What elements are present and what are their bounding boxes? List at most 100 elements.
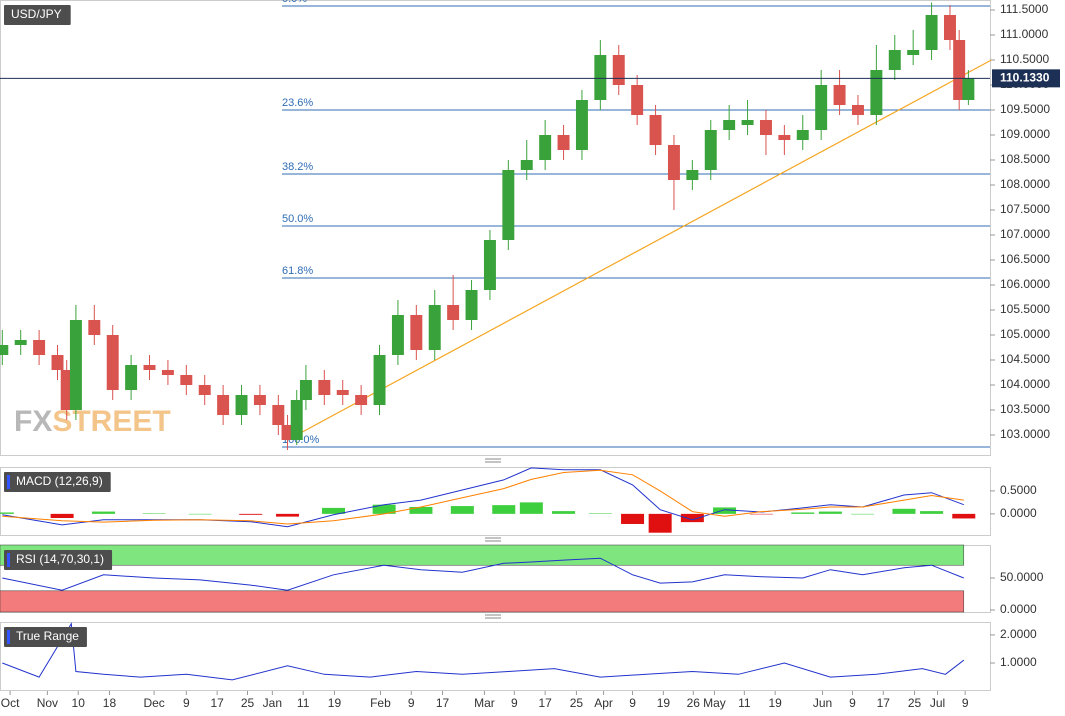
y-tick-label: 109.0000 bbox=[1000, 127, 1050, 141]
fib-label: 50.0% bbox=[282, 213, 313, 225]
candle-body bbox=[465, 290, 478, 320]
candle-body bbox=[14, 340, 27, 345]
panel-title: True Range bbox=[16, 629, 79, 643]
candle-body bbox=[410, 315, 423, 350]
candle-body bbox=[428, 305, 441, 350]
x-tick-label: Feb bbox=[370, 696, 391, 710]
panel-title-box bbox=[4, 5, 71, 25]
y-tick-label: 0.5000 bbox=[1000, 483, 1037, 497]
histogram-bar bbox=[952, 513, 976, 519]
x-tick-label: 9 bbox=[849, 696, 856, 710]
x-tick-label: 10 bbox=[72, 696, 86, 710]
candle-body bbox=[520, 160, 533, 170]
candle-body bbox=[594, 55, 607, 100]
candle-body bbox=[612, 55, 625, 85]
histogram-bar bbox=[749, 513, 773, 515]
y-tick-label: 0.0000 bbox=[1000, 506, 1037, 520]
panel-title-marker bbox=[7, 630, 10, 644]
histogram-bar bbox=[92, 511, 116, 514]
x-tick-label: Jun bbox=[813, 696, 832, 710]
line-series bbox=[2, 557, 964, 591]
candle-body bbox=[0, 345, 9, 355]
candle-body bbox=[161, 370, 174, 375]
candle-body bbox=[281, 425, 294, 440]
candle-body bbox=[299, 380, 312, 400]
histogram-bar bbox=[372, 504, 396, 514]
panel-title-marker bbox=[7, 553, 10, 567]
panel-title-marker bbox=[7, 475, 10, 489]
y-tick-label: 103.5000 bbox=[1000, 402, 1050, 416]
y-tick-label: 104.0000 bbox=[1000, 377, 1050, 391]
histogram-bar bbox=[0, 512, 14, 514]
panel-frame bbox=[0, 622, 991, 691]
candle-body bbox=[290, 400, 303, 440]
y-tick-label: 106.5000 bbox=[1000, 252, 1050, 266]
x-tick-label: 9 bbox=[511, 696, 518, 710]
y-tick-label: 107.5000 bbox=[1000, 202, 1050, 216]
x-tick-label: 17 bbox=[877, 696, 891, 710]
candle-body bbox=[198, 385, 211, 395]
candle-body bbox=[815, 85, 828, 130]
candle-body bbox=[60, 370, 73, 410]
candle-body bbox=[483, 240, 496, 290]
panel-title: USD/JPY bbox=[11, 7, 62, 21]
x-tick-label: 11 bbox=[738, 696, 751, 710]
candle-body bbox=[870, 70, 883, 115]
x-tick-label: Jan bbox=[263, 696, 282, 710]
x-tick-label: Jul bbox=[930, 696, 945, 710]
line-series bbox=[2, 467, 964, 528]
x-tick-label: Nov bbox=[37, 696, 58, 710]
candle-body bbox=[106, 335, 119, 390]
candle-body bbox=[336, 390, 349, 395]
candle-body bbox=[759, 120, 772, 135]
y-tick-label: 50.0000 bbox=[1000, 570, 1044, 584]
y-tick-label: 105.5000 bbox=[1000, 302, 1050, 316]
candle-body bbox=[723, 120, 736, 130]
histogram-bar bbox=[188, 513, 212, 515]
x-tick-label: 19 bbox=[657, 696, 671, 710]
candle-body bbox=[69, 320, 82, 410]
candle-body bbox=[851, 105, 864, 115]
candle-body bbox=[88, 320, 101, 335]
candle-body bbox=[907, 50, 920, 55]
trendline bbox=[287, 59, 992, 441]
histogram-bar bbox=[239, 513, 263, 515]
histogram-bar bbox=[50, 513, 74, 518]
y-tick-label: 107.0000 bbox=[1000, 227, 1050, 241]
candle-body bbox=[355, 395, 368, 405]
fib-label: 61.8% bbox=[282, 265, 313, 277]
candle-body bbox=[235, 395, 248, 415]
candle-body bbox=[925, 15, 938, 50]
candle-body bbox=[888, 50, 901, 70]
x-tick-label: 25 bbox=[241, 696, 255, 710]
histogram-bar bbox=[588, 513, 612, 514]
candle-body bbox=[272, 405, 285, 425]
candle-body bbox=[631, 85, 644, 115]
y-tick-label: 110.5000 bbox=[1000, 52, 1049, 66]
candle-body bbox=[667, 145, 680, 180]
panel-frame bbox=[0, 0, 991, 456]
histogram-bar bbox=[276, 513, 300, 517]
histogram-bar bbox=[322, 507, 346, 514]
x-tick-label: Mar bbox=[474, 696, 495, 710]
y-tick-label: 0.0000 bbox=[1000, 602, 1037, 616]
oversold-zone bbox=[0, 590, 965, 613]
histogram-bar bbox=[892, 508, 916, 514]
x-tick-label: 19 bbox=[768, 696, 782, 710]
panel-title: RSI (14,70,30,1) bbox=[16, 552, 104, 566]
x-tick-label: 17 bbox=[436, 696, 450, 710]
fib-label: 23.6% bbox=[282, 97, 313, 109]
candle-body bbox=[796, 130, 809, 140]
x-tick-label: Dec bbox=[143, 696, 164, 710]
watermark: FX bbox=[14, 405, 52, 438]
candle-body bbox=[447, 305, 460, 320]
watermark: STREET bbox=[52, 405, 170, 438]
histogram-bar bbox=[791, 512, 815, 514]
candle-body bbox=[125, 365, 138, 390]
x-tick-label: 9 bbox=[962, 696, 969, 710]
y-tick-label: 103.0000 bbox=[1000, 427, 1050, 441]
candle-body bbox=[833, 85, 846, 105]
x-tick-label: May bbox=[703, 696, 726, 710]
candle-body bbox=[649, 115, 662, 145]
